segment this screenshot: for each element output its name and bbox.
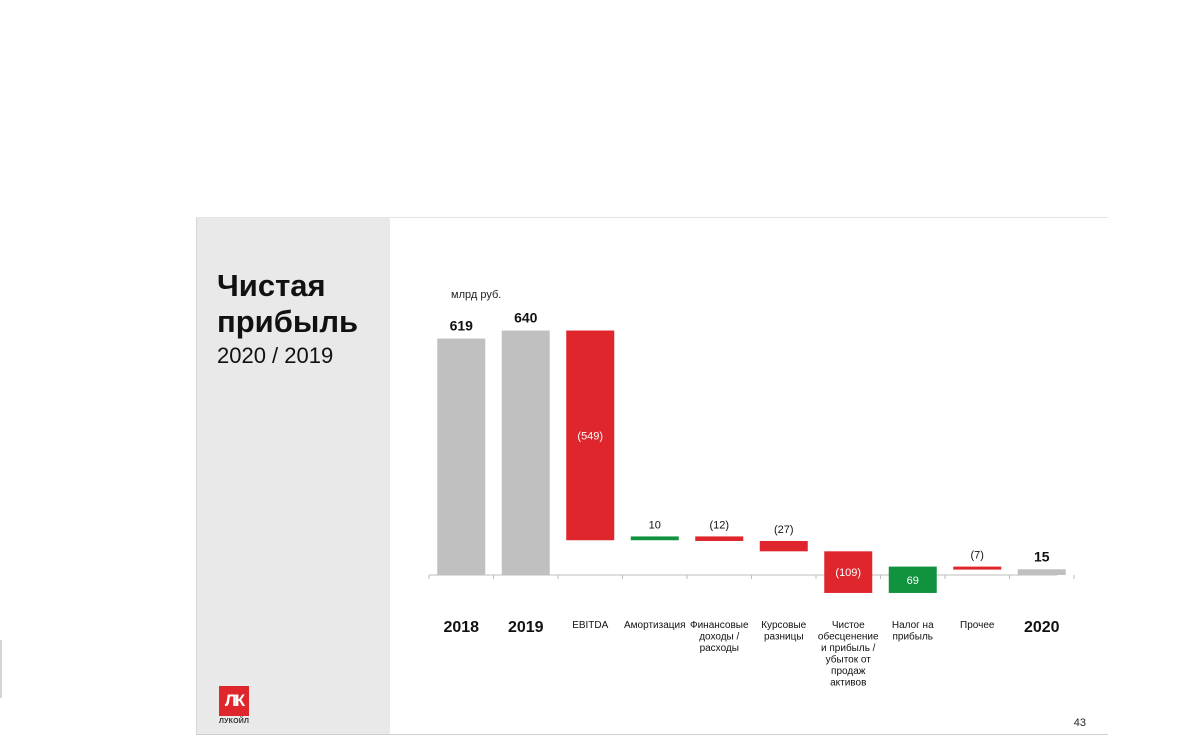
category-label-7: Налог на bbox=[892, 620, 934, 631]
slide-subtitle: 2020 / 2019 bbox=[217, 343, 334, 368]
category-label-2: EBITDA bbox=[572, 620, 608, 631]
data-label-0: 619 bbox=[450, 318, 474, 334]
bar-5 bbox=[759, 541, 808, 552]
data-label-8: (7) bbox=[971, 550, 984, 562]
logo-wordmark: ЛУКОЙЛ bbox=[219, 718, 250, 725]
bar-7 bbox=[888, 566, 937, 593]
bar-2 bbox=[566, 330, 615, 541]
category-label-6: обесценение bbox=[818, 631, 879, 643]
data-label-3: 10 bbox=[649, 519, 661, 531]
category-label-4: Финансовые bbox=[690, 620, 749, 631]
page-number: 43 bbox=[1073, 717, 1086, 729]
slide-title: Чистая прибыль bbox=[217, 268, 359, 339]
category-label-8: Прочее bbox=[960, 620, 995, 631]
bar-9 bbox=[1017, 569, 1066, 575]
slide: Чистая прибыль 2020 / 2019 ЛК ЛУКОЙЛ млр… bbox=[196, 217, 1108, 735]
logo-mark: ЛК bbox=[219, 686, 249, 716]
data-label-9: 15 bbox=[1034, 548, 1050, 564]
category-label-6: убыток от bbox=[826, 654, 872, 666]
category-label-5: разницы bbox=[764, 632, 804, 643]
title-panel: Чистая прибыль 2020 / 2019 ЛК ЛУКОЙЛ bbox=[196, 218, 390, 734]
category-label-4: расходы bbox=[700, 643, 739, 654]
category-label-6: продаж bbox=[831, 666, 866, 677]
category-label-6: активов bbox=[830, 678, 866, 689]
data-label-6: (109) bbox=[835, 567, 861, 579]
bar-3 bbox=[630, 536, 679, 541]
category-label-9: 2020 bbox=[1024, 619, 1060, 636]
bar-0 bbox=[437, 338, 486, 575]
category-label-6: и прибыль / bbox=[821, 642, 876, 654]
data-label-5: (27) bbox=[774, 524, 794, 536]
category-label-6: Чистое bbox=[832, 620, 865, 631]
waterfall-chart: млрд руб. 619 2018 640 2019 (549) EBITDA 10 Амор… bbox=[428, 289, 1075, 689]
category-label-7: прибыль bbox=[892, 631, 933, 643]
data-label-2: (549) bbox=[577, 430, 603, 442]
edge-mark bbox=[0, 640, 2, 698]
unit-label: млрд руб. bbox=[451, 289, 501, 301]
category-label-5: Курсовые bbox=[761, 620, 806, 631]
bar-4 bbox=[695, 536, 744, 542]
category-label-0: 2018 bbox=[443, 619, 479, 636]
lukoil-logo: ЛК ЛУКОЙЛ bbox=[219, 686, 251, 728]
data-label-1: 640 bbox=[514, 310, 538, 326]
data-label-4: (12) bbox=[709, 519, 729, 531]
category-label-3: Амортизация bbox=[624, 620, 686, 631]
category-label-4: доходы / bbox=[699, 632, 739, 643]
data-label-7: 69 bbox=[907, 575, 919, 587]
bar-6 bbox=[824, 551, 873, 593]
bar-8 bbox=[953, 566, 1002, 570]
category-label-1: 2019 bbox=[508, 619, 544, 636]
bar-1 bbox=[501, 330, 550, 575]
